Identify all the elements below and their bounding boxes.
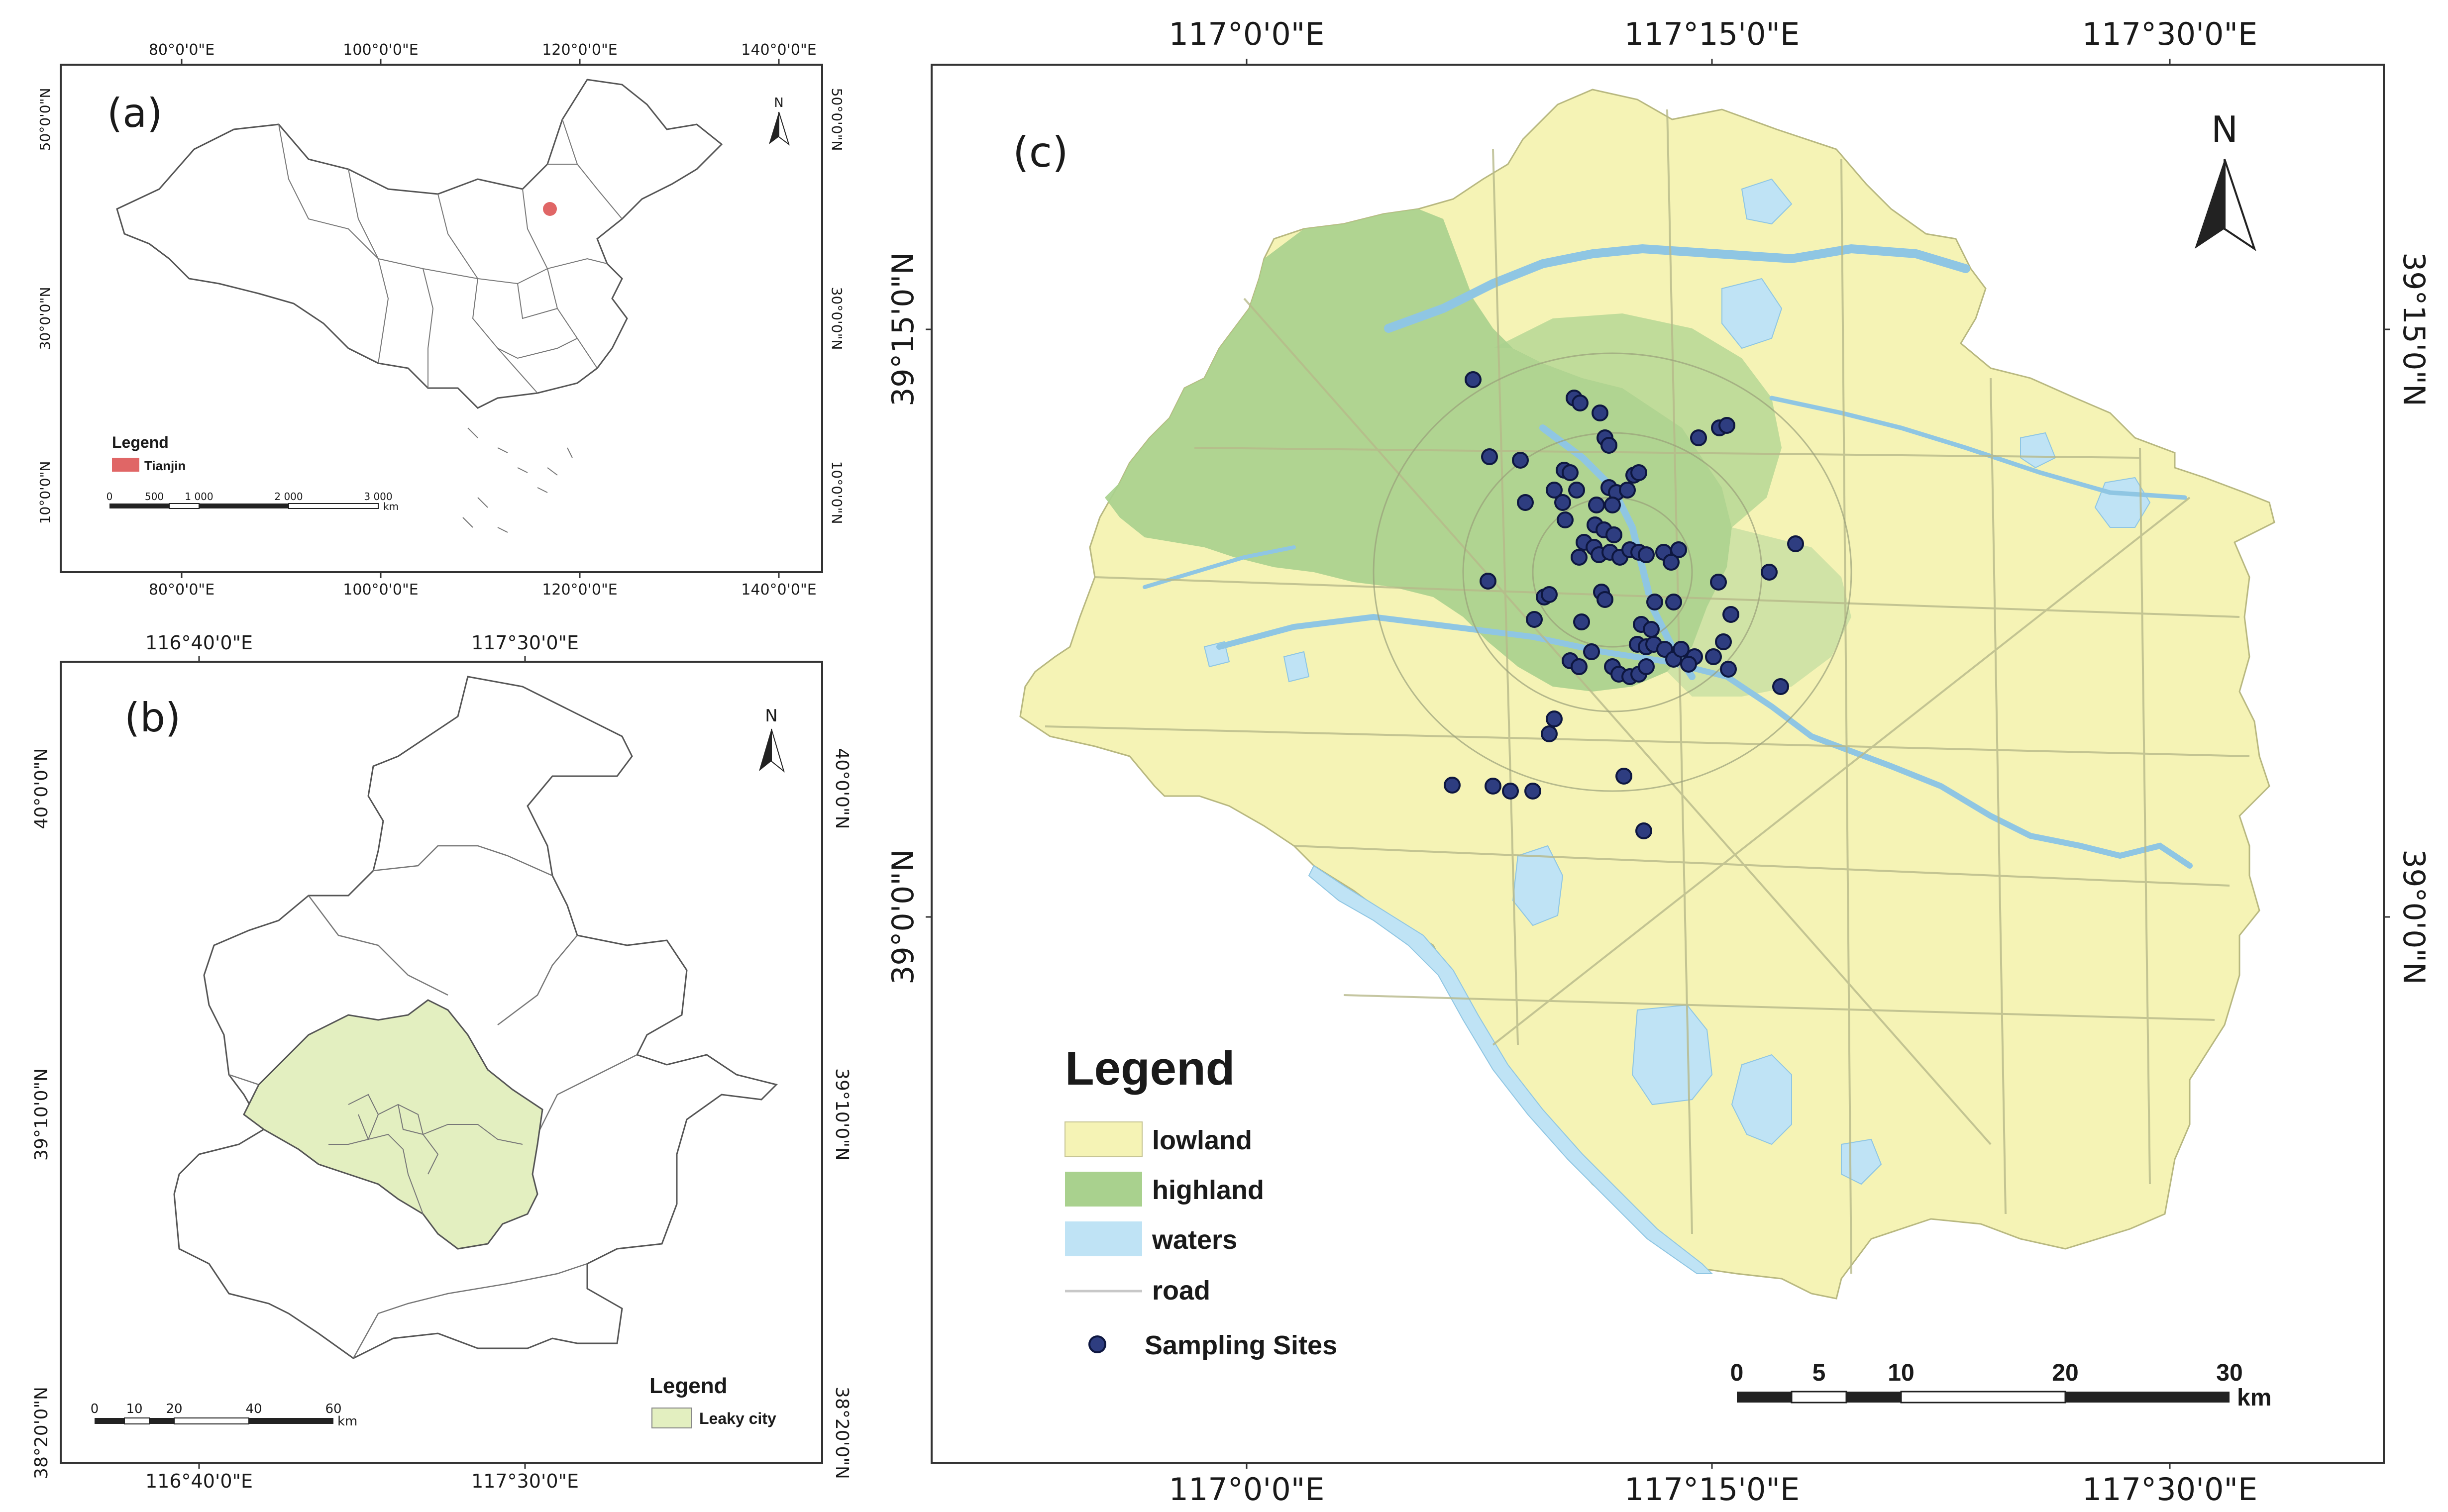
- panel-c-right-tick: 39°0'0"N: [2396, 849, 2431, 985]
- legend-label-road: road: [1152, 1276, 1210, 1306]
- svg-text:3 000: 3 000: [364, 491, 392, 503]
- panel-c-top-tick: 117°0'0"E: [1169, 16, 1325, 52]
- panel-a-legend-label: Tianjin: [144, 458, 186, 473]
- svg-text:km: km: [337, 1414, 357, 1429]
- panel-b-right-tick: 38°20'0"N: [832, 1387, 852, 1479]
- svg-text:N: N: [774, 96, 783, 110]
- panel-b-top-tick: 116°40'0"E: [145, 632, 253, 654]
- svg-text:20: 20: [166, 1402, 182, 1416]
- highland-patch: [1493, 313, 1782, 527]
- panel-c-legend: Legend lowland highland waters road Samp…: [1064, 1042, 1337, 1360]
- panel-a-scale-bar: 0 500 1 000 2 000 3 000 km: [106, 491, 399, 512]
- svg-text:40: 40: [245, 1402, 262, 1416]
- svg-text:30: 30: [2216, 1360, 2242, 1386]
- legend-label-waters: waters: [1152, 1225, 1237, 1255]
- svg-text:5: 5: [1812, 1360, 1826, 1386]
- panel-a-left-tick: 50°0'0"N: [37, 88, 53, 151]
- rivers: [1143, 244, 2193, 869]
- panel-c-scale-bar: 0 5 10 20 30 km: [1730, 1360, 2272, 1411]
- leaky-city-district-lines: [328, 1094, 523, 1214]
- legend-swatch-waters: [1065, 1221, 1142, 1256]
- svg-text:0: 0: [106, 491, 113, 503]
- panel-c-top-tick: 117°30'0"E: [2082, 16, 2257, 52]
- china-outline: [116, 79, 723, 409]
- panel-b-left-tick: 39°10'0"N: [31, 1068, 52, 1161]
- panel-b-left-tick: 38°20'0"N: [31, 1387, 52, 1479]
- panel-a-label: (a): [107, 90, 162, 136]
- svg-text:0: 0: [1730, 1360, 1744, 1386]
- svg-text:2 000: 2 000: [274, 491, 303, 503]
- panel-c-left-tick: 39°15'0"N: [886, 252, 921, 406]
- svg-text:500: 500: [145, 491, 164, 503]
- panel-c-bottom-tick: 117°30'0"E: [2082, 1471, 2257, 1508]
- legend-swatch-sampling-sites: [1088, 1335, 1106, 1353]
- panel-a-north-arrow: N: [769, 96, 790, 146]
- panel-a-bottom-tick: 120°0'0"E: [542, 581, 617, 599]
- province-lines: [278, 119, 623, 394]
- panel-a: 80°0'0"E 100°0'0"E 120°0'0"E 140°0'0"E 8…: [37, 41, 845, 599]
- panel-a-legend-swatch: [112, 458, 139, 472]
- panel-b-right-tick: 40°0'0"N: [832, 748, 852, 829]
- panel-b-bottom-tick: 117°30'0"E: [471, 1470, 579, 1492]
- panel-a-top-tick: 80°0'0"E: [149, 41, 214, 59]
- panel-a-right-tick: 10°0'0"N: [829, 461, 845, 524]
- panel-a-left-tick: 10°0'0"N: [37, 461, 53, 524]
- panel-c: 117°0'0"E 117°15'0"E 117°30'0"E 117°0'0"…: [886, 16, 2431, 1508]
- panel-c-top-tick: 117°15'0"E: [1624, 16, 1800, 52]
- svg-text:N: N: [2211, 108, 2238, 150]
- panel-a-bottom-tick: 140°0'0"E: [741, 581, 816, 599]
- svg-text:1 000: 1 000: [185, 491, 213, 503]
- panel-b-left-tick: 40°0'0"N: [31, 748, 52, 829]
- tianjin-outline: [173, 676, 778, 1359]
- panel-c-right-tick: 39°15'0"N: [2396, 252, 2431, 406]
- panel-b: 116°40'0"E 117°30'0"E 116°40'0"E 117°30'…: [31, 632, 852, 1492]
- legend-label-lowland: lowland: [1152, 1125, 1252, 1155]
- panel-b-bottom-tick: 116°40'0"E: [145, 1470, 253, 1492]
- legend-swatch-highland: [1065, 1172, 1142, 1207]
- panel-b-right-tick: 39°10'0"N: [832, 1068, 852, 1161]
- panel-b-top-tick: 117°30'0"E: [471, 632, 579, 654]
- tianjin-marker: [543, 202, 557, 216]
- legend-label-highland: highland: [1152, 1175, 1264, 1205]
- south-sea-islands: [462, 427, 573, 533]
- panel-b-scale-bar: 0 10 20 40 60 km: [91, 1402, 358, 1429]
- panel-b-legend-swatch: [651, 1408, 692, 1428]
- panel-a-top-tick: 100°0'0"E: [343, 41, 418, 59]
- panel-a-bottom-tick: 80°0'0"E: [149, 581, 214, 599]
- panel-c-bottom-tick: 117°15'0"E: [1624, 1471, 1800, 1508]
- panel-a-left-tick: 30°0'0"N: [37, 287, 53, 350]
- svg-text:0: 0: [91, 1402, 99, 1416]
- panel-a-legend-title: Legend: [112, 433, 169, 451]
- legend-swatch-lowland: [1064, 1121, 1143, 1157]
- panel-a-top-tick: 140°0'0"E: [741, 41, 816, 59]
- svg-text:km: km: [383, 501, 399, 512]
- road-network: [1045, 109, 2250, 1274]
- svg-text:km: km: [2237, 1385, 2271, 1411]
- panel-c-bottom-tick: 117°0'0"E: [1169, 1471, 1325, 1508]
- waters: [1203, 178, 2151, 1274]
- panel-c-north-arrow: N: [2195, 108, 2256, 251]
- panel-a-top-tick: 120°0'0"E: [542, 41, 617, 59]
- panel-a-right-tick: 30°0'0"N: [829, 287, 845, 350]
- legend-label-sampling-sites: Sampling Sites: [1145, 1330, 1337, 1360]
- svg-text:10: 10: [126, 1402, 142, 1416]
- panel-a-bottom-tick: 100°0'0"E: [343, 581, 418, 599]
- panel-b-legend-label: Leaky city: [699, 1410, 776, 1427]
- svg-text:N: N: [765, 706, 777, 726]
- svg-text:60: 60: [325, 1402, 341, 1416]
- panel-c-legend-title: Legend: [1065, 1042, 1235, 1095]
- panel-a-right-tick: 50°0'0"N: [829, 88, 845, 151]
- leaky-city-region: [243, 999, 543, 1250]
- panel-b-legend-title: Legend: [649, 1374, 727, 1398]
- svg-text:10: 10: [1888, 1360, 1914, 1386]
- panel-b-north-arrow: N: [759, 706, 785, 773]
- panel-b-label: (b): [124, 695, 181, 741]
- panel-c-left-tick: 39°0'0"N: [886, 849, 921, 985]
- panel-c-label: (c): [1013, 128, 1068, 177]
- svg-text:20: 20: [2052, 1360, 2078, 1386]
- sampling-sites: [1444, 371, 1804, 839]
